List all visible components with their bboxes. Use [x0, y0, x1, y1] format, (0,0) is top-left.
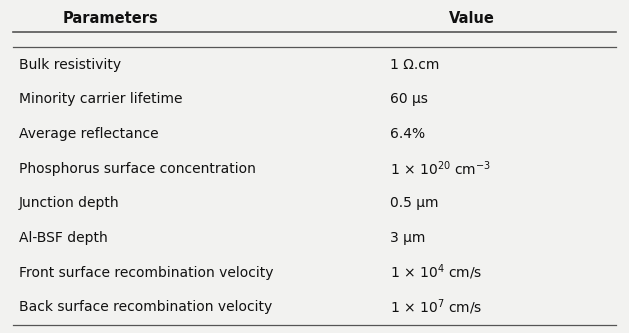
Text: 1 × 10$^{4}$ cm/s: 1 × 10$^{4}$ cm/s	[390, 263, 482, 282]
Text: Bulk resistivity: Bulk resistivity	[19, 58, 121, 72]
Text: 1 × 10$^{7}$ cm/s: 1 × 10$^{7}$ cm/s	[390, 298, 482, 317]
Text: 6.4%: 6.4%	[390, 127, 425, 141]
Text: Phosphorus surface concentration: Phosphorus surface concentration	[19, 162, 256, 175]
Text: Front surface recombination velocity: Front surface recombination velocity	[19, 266, 274, 280]
Text: 60 μs: 60 μs	[390, 92, 428, 106]
Text: 0.5 μm: 0.5 μm	[390, 196, 438, 210]
Text: Junction depth: Junction depth	[19, 196, 120, 210]
Text: Parameters: Parameters	[62, 11, 158, 26]
Text: Al-BSF depth: Al-BSF depth	[19, 231, 108, 245]
Text: Back surface recombination velocity: Back surface recombination velocity	[19, 300, 272, 314]
Text: 3 μm: 3 μm	[390, 231, 425, 245]
Text: 1 Ω.cm: 1 Ω.cm	[390, 58, 439, 72]
Text: Minority carrier lifetime: Minority carrier lifetime	[19, 92, 182, 106]
Text: Average reflectance: Average reflectance	[19, 127, 159, 141]
Text: Value: Value	[449, 11, 494, 26]
Text: 1 × 10$^{20}$ cm$^{-3}$: 1 × 10$^{20}$ cm$^{-3}$	[390, 160, 491, 178]
